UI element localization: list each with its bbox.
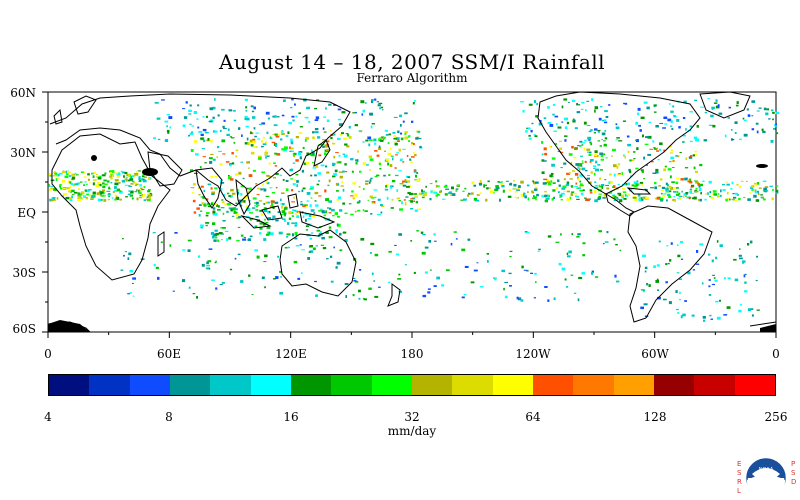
colorbar-label-16: 16 [283,410,299,424]
colorbar-swatch [573,375,614,395]
map-frame [47,91,777,333]
noaa-logo-icon: NOAA [746,458,786,498]
colorbar-swatch [129,375,170,395]
colorbar-swatch [532,375,574,395]
lon-label-0: 0 [44,347,52,361]
colorbar-label-8: 8 [165,410,173,424]
lon-label-120e: 120E [275,347,307,361]
colorbar-swatch [653,375,695,395]
colorbar-swatch [89,375,130,395]
lat-label-60n: 60N [10,86,36,100]
colorbar-label-128: 128 [643,410,667,424]
lat-label-30n: 30N [10,146,36,160]
lon-label-0-east: 0 [772,347,780,361]
colorbar-swatch [210,375,251,395]
colorbar-label-4: 4 [44,410,52,424]
lon-label-180: 180 [400,347,424,361]
colorbar-label-256: 256 [764,410,788,424]
lon-label-60e: 60E [156,347,182,361]
colorbar-swatch [734,375,775,395]
colorbar-label-32: 32 [404,410,420,424]
lon-label-60w: 60W [641,347,669,361]
colorbar-swatch [411,375,453,395]
colorbar-swatch [49,375,90,395]
colorbar-swatch [290,375,332,395]
lon-label-120w: 120W [515,347,551,361]
colorbar-swatch [169,375,211,395]
rainfall-overlay [48,98,780,322]
colorbar-swatch [331,375,372,395]
colorbar [48,374,776,396]
colorbar-swatch [452,375,493,395]
lat-label-60s: 60S [12,322,37,336]
colorbar-label-64: 64 [525,410,541,424]
colorbar-swatch [492,375,533,395]
colorbar-swatch [371,375,412,395]
colorbar-swatch [694,375,735,395]
colorbar-units: mm/day [387,424,437,438]
noaa-logo-text: NOAA [759,467,774,473]
colorbar-swatch [613,375,654,395]
colorbar-swatch [250,375,291,395]
map-subtitle: Ferraro Algorithm [356,71,468,85]
lat-label-30s: 30S [12,266,37,280]
lat-label-eq: EQ [17,206,36,220]
map-title: August 14 – 18, 2007 SSM/I Rainfall [218,50,606,74]
